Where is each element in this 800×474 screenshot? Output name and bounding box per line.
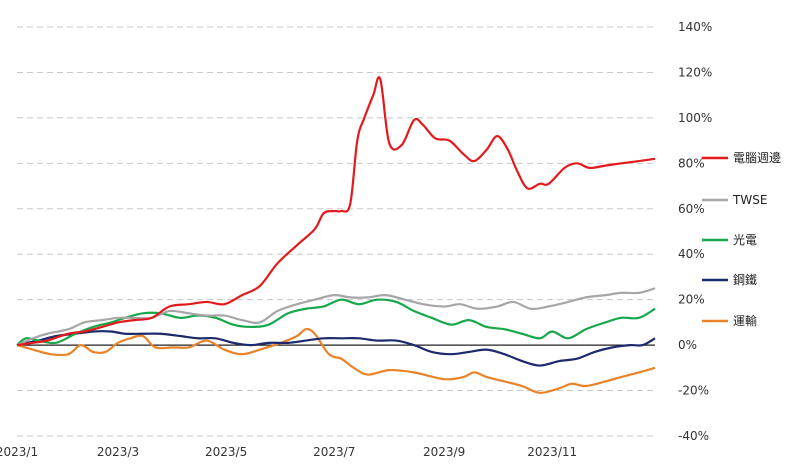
series-line-2	[16, 298, 656, 346]
y-tick-label-4: 40%	[678, 247, 705, 261]
y-tick-label-8: 120%	[678, 65, 712, 79]
gridlines	[17, 26, 655, 437]
y-tick-label-0: -40%	[678, 429, 709, 443]
series-line-1	[16, 287, 656, 347]
y-tick-label-6: 80%	[678, 156, 705, 170]
x-axis-ticks: 2023/1 2023/3 2023/5 2023/7 2023/9 2023/11	[0, 445, 577, 459]
x-tick-label-4: 2023/9	[423, 445, 465, 459]
x-tick-label-1: 2023/3	[97, 445, 139, 459]
series-line-0	[16, 76, 656, 347]
y-tick-label-9: 140%	[678, 20, 712, 34]
legend-label-4: 運輸	[733, 313, 757, 328]
legend-label-0: 電腦週邊	[733, 150, 781, 165]
series-line-4	[16, 328, 656, 394]
series-line-3	[16, 330, 656, 367]
x-tick-label-5: 2023/11	[527, 445, 577, 459]
y-tick-label-3: 20%	[678, 293, 705, 307]
x-tick-label-3: 2023/7	[313, 445, 355, 459]
legend-label-2: 光電	[733, 233, 757, 247]
x-tick-label-0: 2023/1	[0, 445, 38, 459]
legend-label-3: 鋼鐵	[733, 272, 757, 287]
y-tick-label-1: -20%	[678, 384, 709, 398]
y-tick-label-2: 0%	[678, 338, 697, 352]
y-tick-label-5: 60%	[678, 202, 705, 216]
x-tick-label-2: 2023/5	[205, 445, 247, 459]
y-axis-ticks: -40% -20% 0% 20% 40% 60% 80% 100% 120% 140%	[678, 20, 712, 443]
series-lines	[16, 76, 656, 394]
legend-label-1: TWSE	[732, 193, 767, 207]
y-tick-label-7: 100%	[678, 111, 712, 125]
